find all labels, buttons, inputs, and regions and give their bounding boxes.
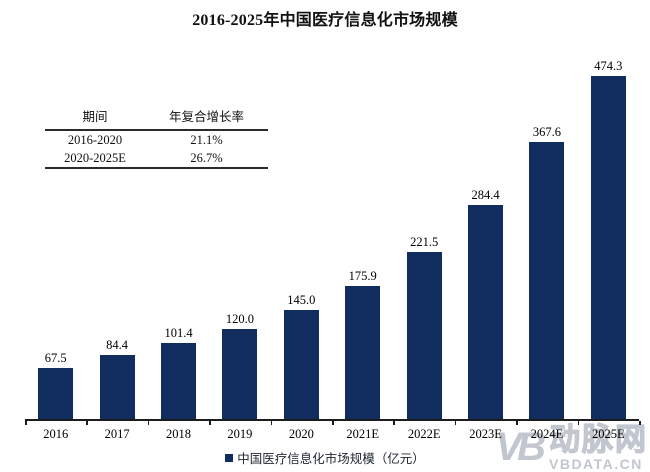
bar <box>99 355 135 419</box>
axis-tick <box>209 421 211 425</box>
table-cell-cagr: 21.1% <box>190 133 223 147</box>
table-cell-cagr: 26.7% <box>190 151 223 165</box>
bar-value-label: 120.0 <box>225 311 254 326</box>
table-row: 2020-2025E 26.7% <box>45 150 268 169</box>
vb-logo-icon: VB <box>495 425 546 469</box>
bar-column: 175.9 <box>332 59 393 419</box>
bar <box>222 328 258 419</box>
axis-tick <box>332 421 334 425</box>
watermark-site: VBDATA.CN <box>549 456 643 472</box>
bar-column: 101.4 <box>148 59 209 419</box>
bar-column: 367.6 <box>516 59 577 419</box>
bar-value-label: 474.3 <box>594 59 623 73</box>
bar-value-label: 84.4 <box>106 338 129 353</box>
bar-value-label: 175.9 <box>348 269 377 284</box>
x-axis-label: 2023E <box>469 427 502 441</box>
bar-column: 474.3 <box>578 59 639 419</box>
x-axis-ticks <box>25 421 641 426</box>
bar <box>38 368 74 419</box>
x-axis-label: 2019 <box>227 427 253 441</box>
bar-column: 67.5 <box>25 59 86 419</box>
axis-tick <box>147 421 150 425</box>
bar-value-label: 67.5 <box>44 351 67 366</box>
bar-value-label: 221.5 <box>410 235 439 249</box>
table-header-row: 期间 年复合增长率 <box>45 103 268 131</box>
bar <box>161 342 197 419</box>
legend: 中国医疗信息化市场规模（亿元） <box>0 448 650 467</box>
x-axis-label: 2025E <box>592 427 625 441</box>
table-row: 2016-2020 21.1% <box>45 131 268 150</box>
bar-value-label: 284.4 <box>471 187 500 202</box>
legend-label: 中国医疗信息化市场规模（亿元） <box>237 452 425 466</box>
x-axis-label: 2020 <box>288 427 314 441</box>
vbdata-watermark: VB 动脉网 VBDATA.CN <box>495 422 648 472</box>
cagr-inset-table: 期间 年复合增长率 2016-2020 21.1% 2020-2025E 26.… <box>45 103 268 169</box>
watermark-brand: 动脉网 <box>548 422 648 457</box>
bar <box>468 204 504 419</box>
bar-column: 120.0 <box>209 59 270 419</box>
x-axis-label: 2024E <box>530 427 564 441</box>
bar-column: 221.5 <box>393 59 454 419</box>
table-header-cagr: 年复合增长率 <box>168 110 244 124</box>
bar-column: 84.4 <box>86 59 147 419</box>
axis-tick <box>577 421 580 425</box>
bar <box>529 141 565 419</box>
bar-value-label: 367.6 <box>532 124 562 139</box>
bar <box>406 252 442 419</box>
legend-swatch <box>225 453 234 462</box>
bar <box>345 286 381 419</box>
axis-tick <box>86 421 88 425</box>
bar-column: 284.4 <box>455 59 516 419</box>
chart-title: 2016-2025年中国医疗信息化市场规模 <box>192 12 458 29</box>
table-header-period: 期间 <box>82 110 108 124</box>
plot-area: 67.5 84.4 101.4 120.0 145.0 175.9 221.5 284.4 36… <box>25 59 639 421</box>
bar <box>590 76 626 419</box>
table-cell-period: 2016-2020 <box>67 133 123 147</box>
watermark-text-block: 动脉网 VBDATA.CN <box>548 422 648 472</box>
table-cell-period: 2020-2025E <box>64 151 126 165</box>
x-axis-labels: 2016 2017 2018 2019 2020 2021E 2022E 2023E 2024E… <box>25 427 639 442</box>
bar <box>283 309 319 419</box>
axis-tick <box>270 421 273 425</box>
x-axis-label: 2021E <box>346 427 380 441</box>
bar-column: 145.0 <box>271 59 332 419</box>
bar-value-label: 101.4 <box>164 325 193 340</box>
axis-tick <box>25 421 27 425</box>
axis-tick <box>639 421 641 425</box>
axis-tick <box>454 421 457 425</box>
axis-tick <box>516 421 518 425</box>
axis-tick <box>393 421 395 425</box>
x-axis-label: 2017 <box>104 427 130 441</box>
x-axis-label: 2022E <box>407 427 441 441</box>
x-axis-label: 2016 <box>43 427 69 441</box>
bar-value-label: 145.0 <box>287 292 316 307</box>
x-axis-label: 2018 <box>166 427 192 441</box>
